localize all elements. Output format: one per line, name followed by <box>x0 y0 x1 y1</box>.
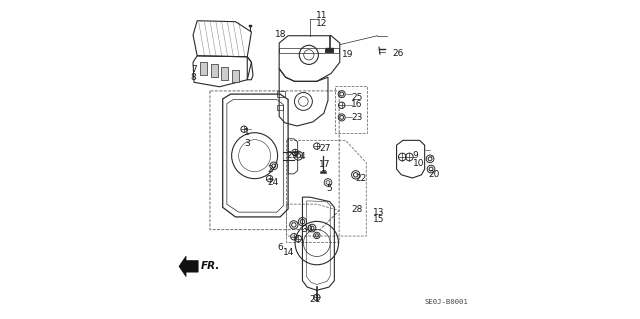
Text: 27: 27 <box>319 144 331 153</box>
Text: 14: 14 <box>284 248 294 256</box>
Text: 19: 19 <box>342 50 353 59</box>
Text: 13: 13 <box>372 208 384 217</box>
Text: 10: 10 <box>413 159 424 168</box>
Text: 12: 12 <box>316 19 328 28</box>
Text: 18: 18 <box>275 30 287 39</box>
Text: 15: 15 <box>372 215 384 224</box>
Text: 9: 9 <box>413 151 419 160</box>
Text: 23: 23 <box>351 113 363 122</box>
Circle shape <box>324 179 332 186</box>
Text: 28: 28 <box>351 205 363 214</box>
Text: 11: 11 <box>316 11 328 20</box>
Text: 7: 7 <box>191 65 196 74</box>
Text: 4: 4 <box>300 152 305 161</box>
Polygon shape <box>211 64 218 77</box>
Text: 21: 21 <box>310 295 321 304</box>
Text: 17: 17 <box>319 160 331 169</box>
Text: 16: 16 <box>351 100 363 109</box>
Text: 6: 6 <box>277 243 283 252</box>
Polygon shape <box>221 67 228 80</box>
Text: 22: 22 <box>356 174 367 183</box>
Text: 2: 2 <box>268 165 273 174</box>
Polygon shape <box>179 256 198 277</box>
Text: 1: 1 <box>244 128 250 137</box>
Bar <box>277 105 284 110</box>
Text: 24: 24 <box>268 178 278 187</box>
Text: SE0J-B0001: SE0J-B0001 <box>424 299 468 305</box>
Text: 5: 5 <box>326 184 332 193</box>
Text: 8: 8 <box>191 73 196 82</box>
Polygon shape <box>232 70 239 82</box>
Bar <box>249 25 252 27</box>
Polygon shape <box>200 62 207 75</box>
Text: 25: 25 <box>351 93 363 102</box>
Text: 30: 30 <box>301 225 312 234</box>
Bar <box>277 91 285 97</box>
Text: 3: 3 <box>244 139 250 148</box>
Bar <box>335 86 367 133</box>
Text: 26: 26 <box>393 49 404 58</box>
Text: FR.: FR. <box>201 261 220 271</box>
Text: 20: 20 <box>428 170 440 179</box>
Text: 29: 29 <box>287 151 298 160</box>
